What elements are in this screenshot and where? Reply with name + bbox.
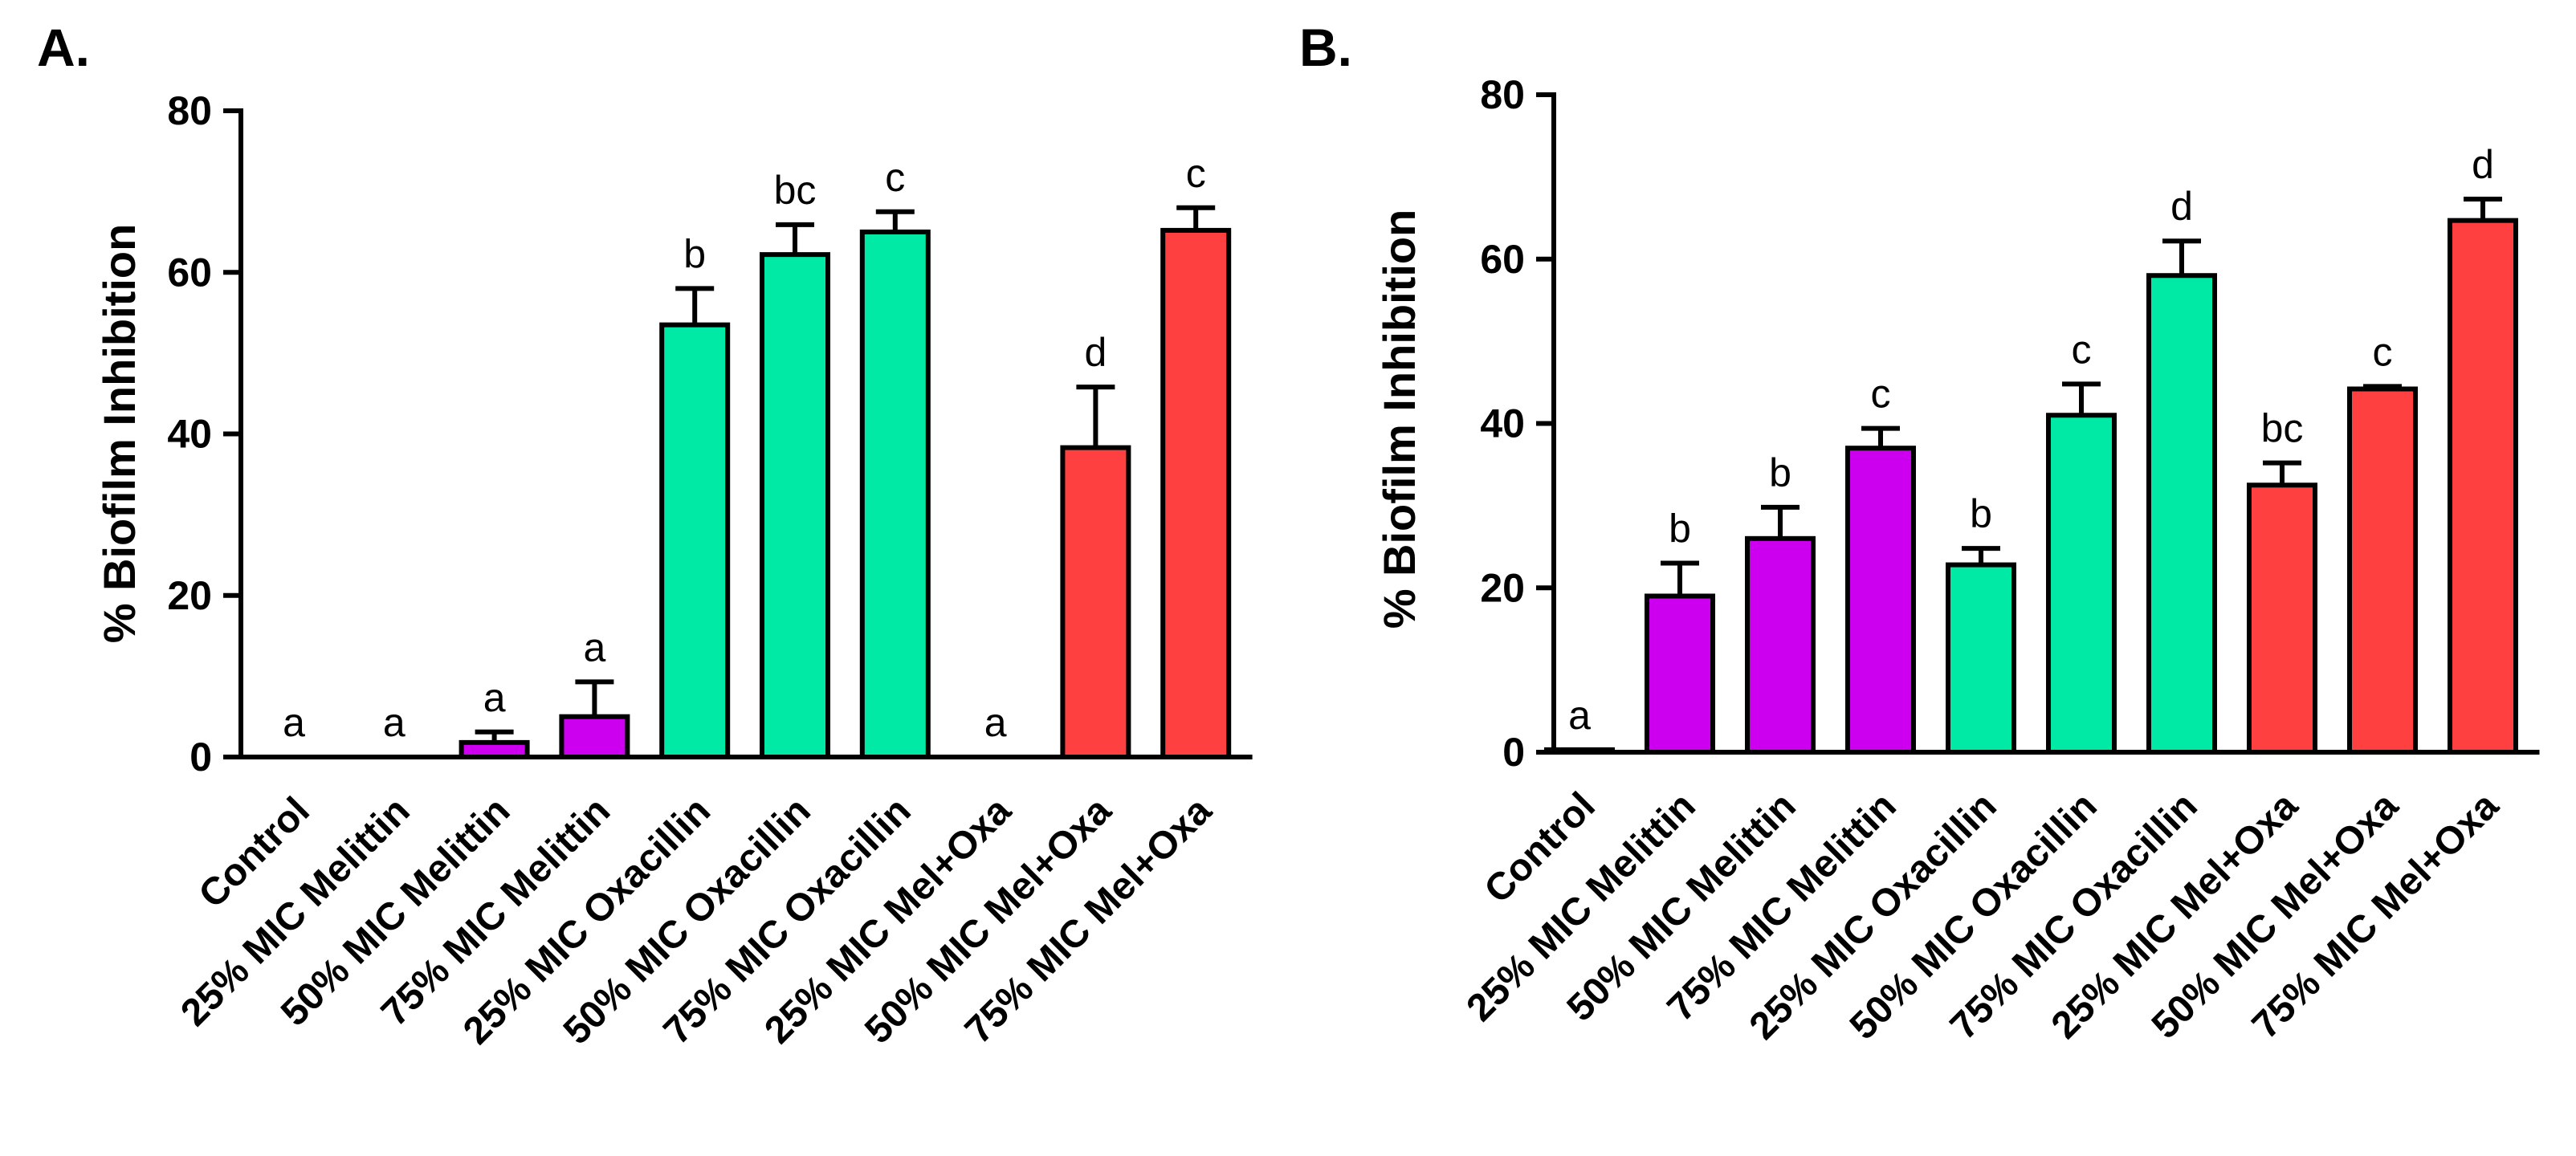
y-tick-label: 80 <box>1480 72 1525 117</box>
panel-label: B. <box>1299 18 1352 77</box>
significance-letter: b <box>683 231 706 276</box>
bar <box>1946 562 2016 755</box>
significance-letter: c <box>2072 327 2092 372</box>
significance-letter: a <box>483 675 506 720</box>
y-tick-label: 0 <box>190 735 212 779</box>
y-tick-label: 60 <box>1480 237 1525 282</box>
bar <box>1745 535 1816 755</box>
bar <box>1544 747 1615 755</box>
bar <box>2046 413 2117 755</box>
bar <box>1160 227 1232 759</box>
y-axis-title: % Biofilm Inhibition <box>94 224 145 644</box>
bar <box>2448 218 2518 755</box>
panel-label: A. <box>37 18 90 77</box>
panel-a: A.% Biofilm Inhibition020406080aControla… <box>37 18 1253 1052</box>
significance-letter: b <box>1769 450 1791 495</box>
significance-letter: d <box>1084 330 1107 375</box>
y-tick-label: 40 <box>1480 401 1525 446</box>
bar <box>2247 482 2317 755</box>
y-tick-label: 20 <box>167 573 212 618</box>
significance-letter: a <box>984 700 1007 745</box>
y-tick-label: 60 <box>167 250 212 295</box>
significance-letter: c <box>2373 329 2393 374</box>
bar <box>459 739 530 760</box>
significance-letter: a <box>383 700 406 745</box>
bar <box>1845 446 1916 755</box>
y-axis-title: % Biofilm Inhibition <box>1374 210 1425 629</box>
bar <box>2146 273 2217 755</box>
bar <box>2347 386 2418 755</box>
bar <box>859 229 931 759</box>
bar <box>1645 593 1715 755</box>
significance-letter: bc <box>2261 406 2304 451</box>
bar <box>1060 445 1131 759</box>
y-tick-label: 80 <box>167 88 212 133</box>
significance-letter: a <box>583 625 605 670</box>
y-tick-label: 0 <box>1502 730 1525 775</box>
significance-letter: d <box>2472 142 2494 187</box>
significance-letter: a <box>283 700 305 745</box>
significance-letter: c <box>1186 151 1206 196</box>
significance-letter: d <box>2170 184 2193 229</box>
y-tick-label: 20 <box>1480 565 1525 610</box>
significance-letter: a <box>1568 693 1591 738</box>
bar <box>659 322 731 759</box>
significance-letter: bc <box>774 168 817 213</box>
significance-letter: c <box>885 155 905 200</box>
bar <box>760 252 830 759</box>
significance-letter: b <box>1669 507 1691 552</box>
bar <box>559 714 630 759</box>
significance-letter: b <box>1970 491 1992 536</box>
significance-letter: c <box>1871 372 1891 417</box>
y-tick-label: 40 <box>167 412 212 457</box>
panel-b: B.% Biofilm Inhibition020406080aControlb… <box>1299 18 2540 1048</box>
